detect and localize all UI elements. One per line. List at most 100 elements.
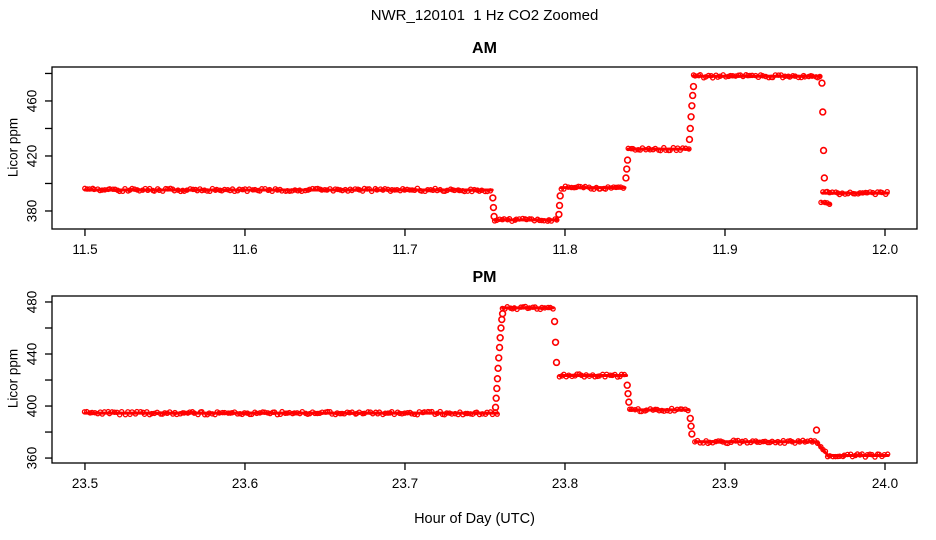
data-band-point bbox=[129, 185, 135, 192]
data-band-point bbox=[151, 410, 158, 417]
data-band-point bbox=[81, 409, 88, 415]
data-point bbox=[552, 358, 561, 367]
data-band-point bbox=[324, 408, 331, 415]
data-band-point bbox=[434, 187, 440, 194]
data-point bbox=[688, 430, 696, 438]
data-band-point bbox=[657, 147, 664, 154]
data-band-point bbox=[872, 454, 878, 460]
data-band-point bbox=[723, 74, 729, 80]
data-band-point bbox=[747, 72, 753, 79]
data-band-point bbox=[181, 188, 188, 194]
data-band-point bbox=[136, 188, 143, 194]
data-band-point bbox=[817, 73, 823, 80]
data-band-point bbox=[550, 306, 556, 312]
data-point bbox=[498, 309, 507, 318]
data-band-point bbox=[802, 439, 808, 445]
data-point bbox=[688, 102, 696, 110]
data-band-point bbox=[664, 407, 670, 414]
data-band-point bbox=[520, 304, 526, 310]
data-band-point bbox=[556, 374, 563, 380]
data-band-point bbox=[479, 411, 486, 417]
data-band-point bbox=[239, 186, 246, 193]
data-band-point bbox=[401, 187, 408, 193]
data-point bbox=[493, 384, 501, 393]
data-band-point bbox=[857, 190, 863, 196]
data-point bbox=[498, 315, 506, 324]
x-tick-label: 23.7 bbox=[392, 476, 418, 491]
data-band-point bbox=[656, 407, 662, 414]
data-band-point bbox=[286, 409, 293, 416]
data-band-point bbox=[118, 408, 125, 415]
data-band-point bbox=[274, 411, 281, 418]
data-band-point bbox=[89, 409, 95, 416]
data-band-point bbox=[399, 411, 405, 417]
data-point bbox=[491, 403, 500, 412]
data-band-point bbox=[253, 410, 260, 417]
data-band-point bbox=[219, 187, 225, 194]
data-band-point bbox=[534, 306, 540, 312]
am-panel-title: AM bbox=[472, 40, 497, 57]
y-tick-label: 380 bbox=[25, 200, 40, 223]
data-band-point bbox=[609, 372, 616, 379]
y-tick-label: 460 bbox=[25, 90, 40, 113]
data-band-point bbox=[286, 188, 293, 194]
data-point bbox=[812, 426, 821, 434]
data-band-point bbox=[419, 188, 425, 194]
data-point bbox=[685, 135, 694, 144]
data-band-point bbox=[822, 199, 828, 206]
data-band-point bbox=[685, 407, 691, 414]
data-band-point bbox=[617, 184, 624, 190]
data-point bbox=[494, 364, 502, 373]
data-band-point bbox=[647, 406, 654, 412]
x-tick-label: 24.0 bbox=[872, 476, 898, 491]
data-band-point bbox=[749, 72, 755, 79]
x-tick-label: 11.9 bbox=[712, 242, 737, 257]
data-band-point bbox=[852, 191, 858, 197]
data-band-point bbox=[513, 216, 520, 222]
data-band-point bbox=[760, 438, 766, 445]
data-point bbox=[555, 210, 563, 219]
data-band-point bbox=[356, 187, 363, 193]
data-band-point bbox=[443, 410, 450, 416]
data-band-point bbox=[452, 410, 458, 417]
x-tick-label: 11.5 bbox=[72, 242, 97, 257]
data-point bbox=[689, 82, 698, 91]
data-band-point bbox=[456, 187, 463, 194]
data-band-point bbox=[772, 72, 779, 78]
data-band-point bbox=[461, 188, 468, 195]
data-band-point bbox=[404, 186, 410, 193]
data-point bbox=[819, 108, 827, 116]
data-band-point bbox=[538, 217, 545, 224]
data-band-point bbox=[487, 188, 494, 194]
data-point bbox=[687, 422, 695, 430]
x-tick-label: 11.6 bbox=[232, 242, 257, 257]
data-band-point bbox=[309, 185, 316, 192]
data-band-point bbox=[790, 72, 796, 79]
data-band-point bbox=[161, 410, 168, 416]
data-point bbox=[623, 156, 632, 164]
data-band-point bbox=[476, 411, 483, 418]
data-band-point bbox=[92, 409, 98, 416]
data-band-point bbox=[844, 451, 851, 458]
data-band-point bbox=[841, 452, 847, 459]
figure-title: NWR_120101 1 Hz CO2 Zoomed bbox=[370, 7, 599, 24]
data-band-point bbox=[686, 146, 692, 152]
data-band-point bbox=[627, 406, 633, 412]
data-band-point bbox=[314, 410, 321, 417]
data-band-point bbox=[464, 410, 471, 417]
data-point bbox=[489, 203, 498, 212]
data-band-point bbox=[209, 411, 215, 417]
y-tick-label: 360 bbox=[25, 447, 40, 470]
data-band-point bbox=[319, 409, 325, 415]
data-point bbox=[550, 317, 559, 326]
data-band-point bbox=[324, 187, 330, 193]
data-band-point bbox=[201, 187, 208, 193]
data-band-point bbox=[204, 188, 210, 194]
data-band-point bbox=[763, 73, 769, 80]
data-band-point bbox=[881, 451, 888, 458]
data-band-point bbox=[697, 440, 703, 446]
data-band-point bbox=[775, 72, 782, 78]
data-band-point bbox=[494, 411, 500, 417]
data-band-point bbox=[406, 187, 413, 193]
